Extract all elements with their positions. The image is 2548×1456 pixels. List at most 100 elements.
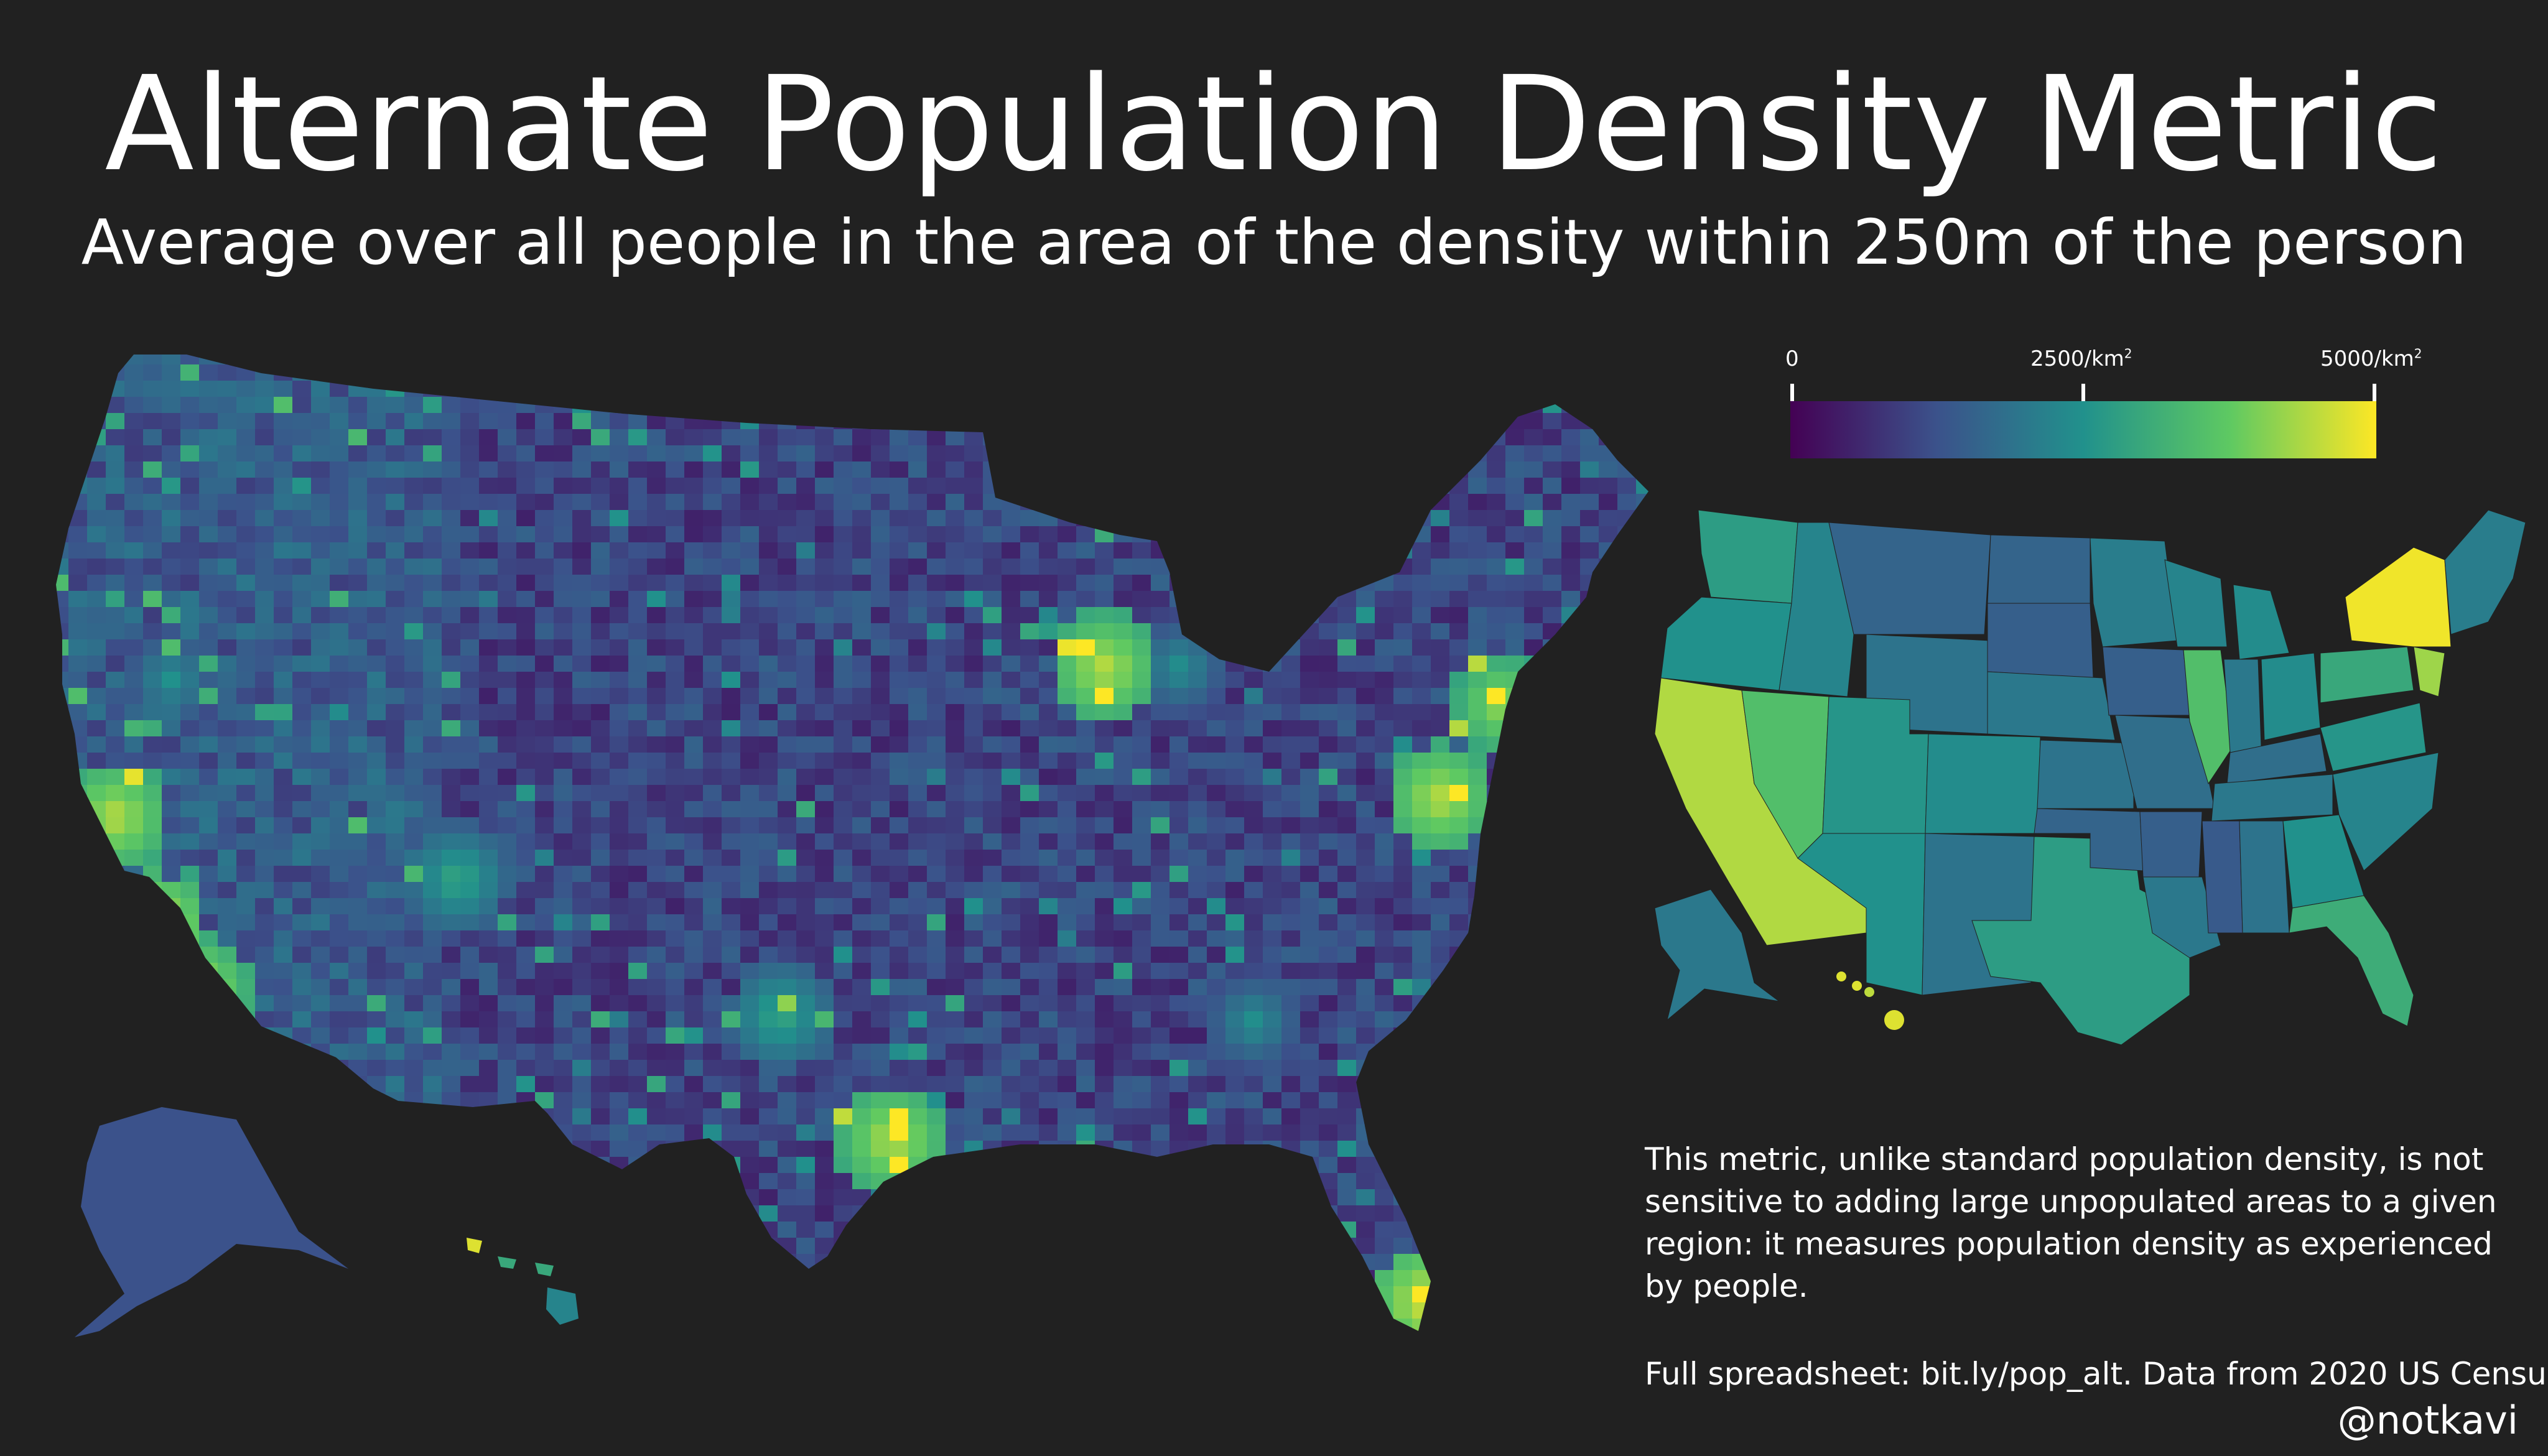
- county-region: [666, 720, 685, 737]
- county-region: [460, 1027, 480, 1044]
- county-region: [56, 381, 69, 397]
- county-region: [1225, 720, 1245, 737]
- county-region: [815, 397, 834, 414]
- county-region: [1431, 591, 1450, 608]
- county-region: [1505, 364, 1525, 381]
- county-region: [796, 801, 816, 818]
- county-region: [162, 494, 181, 511]
- county-region: [1300, 542, 1319, 559]
- county-region: [1375, 1011, 1394, 1028]
- county-region: [759, 736, 778, 753]
- county-region: [684, 1076, 704, 1093]
- county-region: [535, 413, 554, 430]
- county-region: [778, 1189, 797, 1206]
- county-region: [1561, 736, 1581, 753]
- county-region: [983, 1060, 1002, 1077]
- county-region: [1188, 817, 1207, 834]
- county-region: [1505, 1205, 1525, 1222]
- county-region: [1561, 817, 1581, 834]
- county-region: [1151, 510, 1170, 527]
- county-region: [1319, 1124, 1338, 1141]
- county-region: [311, 720, 330, 737]
- county-region: [1543, 639, 1562, 656]
- county-region: [1524, 1060, 1543, 1077]
- county-region: [1617, 461, 1637, 478]
- county-region: [722, 1189, 741, 1206]
- county-region: [1002, 1108, 1021, 1125]
- county-region: [292, 963, 312, 980]
- county-region: [423, 1189, 442, 1206]
- county-region: [124, 947, 144, 963]
- county-region: [311, 623, 330, 640]
- county-region: [1337, 639, 1357, 656]
- county-region: [348, 364, 368, 381]
- county-region: [1543, 381, 1562, 397]
- county-region: [1543, 591, 1562, 608]
- county-region: [1561, 995, 1581, 1012]
- county-region: [796, 445, 816, 462]
- county-region: [56, 995, 69, 1012]
- county-region: [1356, 753, 1375, 769]
- county-region: [180, 1060, 200, 1077]
- county-region: [1487, 882, 1506, 899]
- county-region: [124, 1060, 144, 1077]
- county-region: [759, 979, 778, 996]
- county-region: [1487, 801, 1506, 818]
- county-region: [106, 429, 125, 446]
- county-region: [927, 898, 946, 915]
- county-region: [1151, 397, 1170, 414]
- county-region: [1095, 704, 1114, 721]
- county-region: [666, 413, 685, 430]
- county-region: [199, 591, 218, 608]
- county-region: [330, 639, 349, 656]
- county-region: [1281, 963, 1301, 980]
- county-region: [1002, 1092, 1021, 1109]
- county-region: [1207, 1222, 1226, 1238]
- county-region: [1487, 1173, 1506, 1190]
- county-region: [1020, 947, 1039, 963]
- county-region: [778, 1092, 797, 1109]
- county-region: [1543, 898, 1562, 915]
- county-region: [591, 930, 610, 947]
- county-region: [1524, 364, 1543, 381]
- county-region: [68, 736, 88, 753]
- county-region: [236, 413, 256, 430]
- county-region: [199, 833, 218, 850]
- county-region: [143, 898, 162, 915]
- county-region: [479, 559, 498, 575]
- county-region: [591, 785, 610, 802]
- county-region: [1281, 1108, 1301, 1125]
- county-region: [1095, 688, 1114, 705]
- county-region: [1431, 355, 1450, 365]
- county-region: [180, 461, 200, 478]
- county-region: [1169, 930, 1189, 947]
- county-region: [199, 607, 218, 624]
- county-region: [666, 866, 685, 883]
- county-region: [56, 866, 69, 883]
- county-region: [1020, 1124, 1039, 1141]
- county-region: [908, 720, 928, 737]
- county-region: [628, 1222, 648, 1238]
- county-region: [890, 607, 909, 624]
- county-region: [1151, 1157, 1170, 1174]
- county-region: [722, 963, 741, 980]
- county-region: [759, 461, 778, 478]
- county-region: [56, 461, 69, 478]
- county-region: [1561, 850, 1581, 866]
- county-region: [442, 1222, 461, 1238]
- county-region: [796, 639, 816, 656]
- county-region: [722, 736, 741, 753]
- county-region: [1169, 866, 1189, 883]
- county-region: [871, 785, 890, 802]
- county-region: [796, 947, 816, 963]
- county-region: [68, 478, 88, 494]
- county-region: [759, 494, 778, 511]
- county-region: [1300, 397, 1319, 414]
- county-region: [386, 1011, 405, 1028]
- county-region: [1002, 672, 1021, 689]
- county-region: [180, 979, 200, 996]
- county-region: [834, 575, 853, 591]
- county-region: [1095, 413, 1114, 430]
- county-region: [1617, 898, 1637, 915]
- county-region: [255, 510, 274, 527]
